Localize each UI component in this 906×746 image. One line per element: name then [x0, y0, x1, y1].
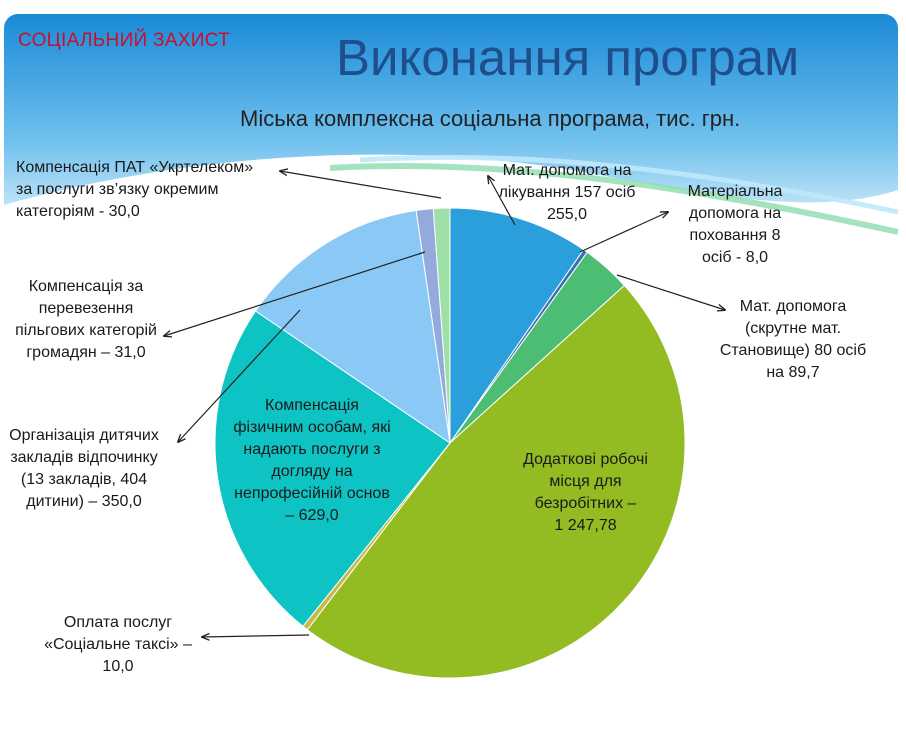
slice-label-transport-compensation: Компенсація за перевезення пільгових кат…: [15, 278, 157, 361]
arrow-treatment-aid: [488, 176, 516, 226]
slice-label-hardship-aid: Мат. допомога (скрутне мат. Становище) 8…: [719, 298, 867, 381]
section-label: СОЦІАЛЬНИЙ ЗАХИСТ: [18, 30, 231, 51]
pie-slice-extra-jobs: [306, 284, 686, 679]
pie-slice-children-camps: [254, 209, 451, 445]
slice-label-treatment-aid: Мат. допомога на лікування 157 осіб 255,…: [498, 162, 636, 223]
slice-label-ukrtelecom-compensation: Компенсація ПАТ «Укртелеком» за послуги …: [16, 159, 254, 220]
pie-slice-treatment-aid: [449, 207, 585, 445]
pie-slices: [214, 207, 686, 679]
slice-label-children-camps: Організація дитячих закладів відпочинку …: [9, 427, 159, 510]
slice-label-funeral-aid: Матеріальна допомога на поховання 8 осіб…: [687, 183, 783, 266]
label-arrows: [164, 171, 725, 637]
arrow-social-taxi: [202, 635, 310, 637]
chart-subtitle: Міська комплексна соціальна програма, ти…: [240, 106, 741, 131]
arrow-hardship-aid: [616, 274, 725, 310]
banner-wave-green: [329, 163, 899, 235]
slice-label-care-compensation: Компенсація фізичним особам, які надають…: [233, 397, 391, 524]
page-title: Виконання програм: [336, 29, 800, 86]
arrow-funeral-aid: [579, 212, 668, 253]
arrow-ukrtelecom-compensation: [280, 171, 442, 199]
slice-label-extra-jobs: Додаткові робочі місця для безробітних –…: [523, 451, 648, 534]
arrow-children-camps: [178, 309, 301, 442]
banner-wave-light: [359, 154, 899, 215]
pie-slice-care-compensation: [214, 310, 451, 627]
slice-label-social-taxi: Оплата послуг «Соціальне таксі» – 10,0: [44, 614, 192, 675]
arrow-transport-compensation: [164, 251, 426, 336]
banner-wave-white: [4, 154, 898, 260]
pie-slice-ukrtelecom-compensation: [432, 207, 451, 444]
